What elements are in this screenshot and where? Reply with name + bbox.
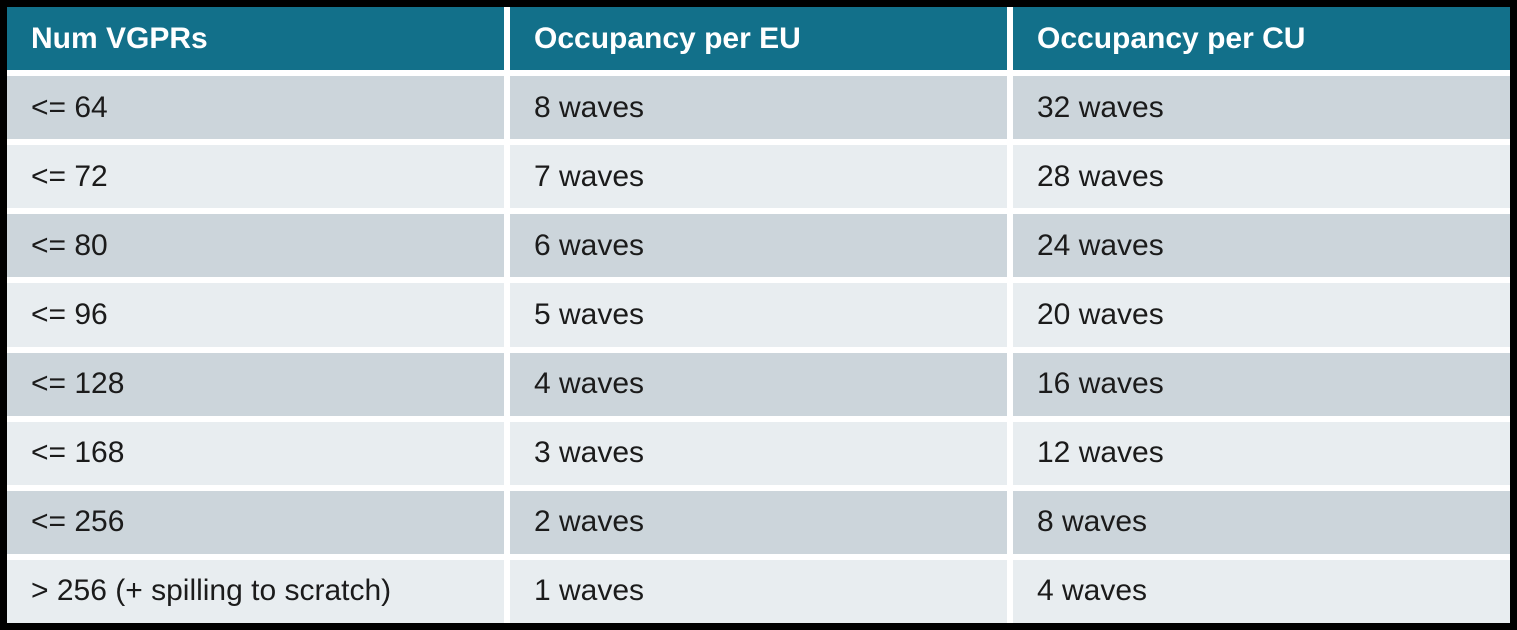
cell-occupancy-per-cu: 12 waves [1013, 421, 1510, 485]
cell-num-vgprs: <= 168 [7, 421, 504, 485]
cell-occupancy-per-cu: 8 waves [1013, 490, 1510, 554]
cell-occupancy-per-eu: 8 waves [510, 76, 1007, 140]
cell-num-vgprs: <= 80 [7, 214, 504, 278]
cell-occupancy-per-eu: 3 waves [510, 421, 1007, 485]
cell-occupancy-per-cu: 28 waves [1013, 145, 1510, 209]
cell-num-vgprs: <= 64 [7, 76, 504, 140]
cell-occupancy-per-eu: 6 waves [510, 214, 1007, 278]
table-row: <= 96 5 waves 20 waves [7, 283, 1510, 347]
column-header-occupancy-per-eu: Occupancy per EU [510, 7, 1007, 71]
cell-num-vgprs: <= 96 [7, 283, 504, 347]
cell-occupancy-per-eu: 5 waves [510, 283, 1007, 347]
cell-occupancy-per-eu: 7 waves [510, 145, 1007, 209]
table-row: > 256 (+ spilling to scratch) 1 waves 4 … [7, 559, 1510, 623]
table-row: <= 64 8 waves 32 waves [7, 76, 1510, 140]
column-header-num-vgprs: Num VGPRs [7, 7, 504, 71]
table-row: <= 72 7 waves 28 waves [7, 145, 1510, 209]
cell-num-vgprs: <= 256 [7, 490, 504, 554]
cell-occupancy-per-cu: 20 waves [1013, 283, 1510, 347]
cell-occupancy-per-cu: 16 waves [1013, 352, 1510, 416]
table-header-row: Num VGPRs Occupancy per EU Occupancy per… [7, 7, 1510, 71]
cell-occupancy-per-eu: 1 waves [510, 559, 1007, 623]
cell-occupancy-per-cu: 24 waves [1013, 214, 1510, 278]
table-row: <= 256 2 waves 8 waves [7, 490, 1510, 554]
table-row: <= 128 4 waves 16 waves [7, 352, 1510, 416]
cell-occupancy-per-cu: 4 waves [1013, 559, 1510, 623]
column-header-occupancy-per-cu: Occupancy per CU [1013, 7, 1510, 71]
cell-num-vgprs: > 256 (+ spilling to scratch) [7, 559, 504, 623]
cell-num-vgprs: <= 128 [7, 352, 504, 416]
cell-occupancy-per-cu: 32 waves [1013, 76, 1510, 140]
cell-occupancy-per-eu: 4 waves [510, 352, 1007, 416]
table-row: <= 168 3 waves 12 waves [7, 421, 1510, 485]
cell-occupancy-per-eu: 2 waves [510, 490, 1007, 554]
table-row: <= 80 6 waves 24 waves [7, 214, 1510, 278]
cell-num-vgprs: <= 72 [7, 145, 504, 209]
